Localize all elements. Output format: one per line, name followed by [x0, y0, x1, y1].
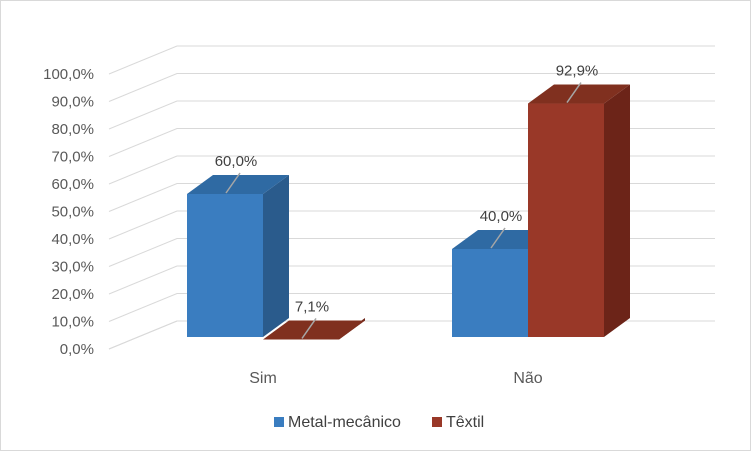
x-axis-categories: Sim Não: [249, 370, 543, 387]
bar-side: [263, 175, 289, 337]
legend-label: Têxtil: [446, 414, 484, 431]
x-category-label: Sim: [249, 370, 277, 387]
label-leader: [225, 172, 241, 194]
gridline: [108, 73, 715, 102]
bar-top: [187, 175, 289, 194]
bar-front: [452, 249, 528, 337]
data-label: 60,0%: [215, 153, 258, 170]
y-tick-label: 40,0%: [51, 231, 94, 248]
y-tick-label: 30,0%: [51, 259, 94, 276]
x-category-label: Não: [513, 370, 542, 387]
data-label: 7,1%: [295, 298, 329, 315]
data-label: 40,0%: [480, 208, 523, 225]
y-tick-label: 80,0%: [51, 121, 94, 138]
bar-top: [263, 320, 365, 340]
label-leader: [490, 227, 506, 249]
label-leader: [566, 82, 582, 103]
legend-swatch: [274, 417, 284, 427]
y-tick-label: 100,0%: [43, 66, 94, 83]
bar-side: [604, 84, 630, 338]
bar-top: [528, 84, 630, 104]
bar-front: [528, 103, 604, 338]
y-tick-label: 70,0%: [51, 149, 94, 166]
y-tick-label: 0,0%: [60, 341, 94, 358]
legend-label: Metal-mecânico: [288, 414, 401, 431]
label-leader: [301, 318, 317, 339]
y-tick-label: 20,0%: [51, 286, 94, 303]
label-leaders: [225, 82, 582, 339]
bar-front: [187, 194, 263, 337]
y-axis-ticks: 0,0% 10,0% 20,0% 30,0% 40,0% 50,0% 60,0% 70,0% 8…: [43, 66, 94, 358]
data-labels: 60,0% 7,1% 40,0% 92,9%: [215, 63, 599, 316]
data-label: 92,9%: [556, 63, 599, 80]
bars: [187, 84, 630, 340]
y-tick-label: 90,0%: [51, 94, 94, 111]
y-tick-label: 60,0%: [51, 176, 94, 193]
legend: Metal-mecânico Têxtil: [274, 414, 484, 431]
y-tick-label: 10,0%: [51, 314, 94, 331]
legend-swatch: [432, 417, 442, 427]
gridline: [108, 45, 715, 75]
y-tick-label: 50,0%: [51, 204, 94, 221]
